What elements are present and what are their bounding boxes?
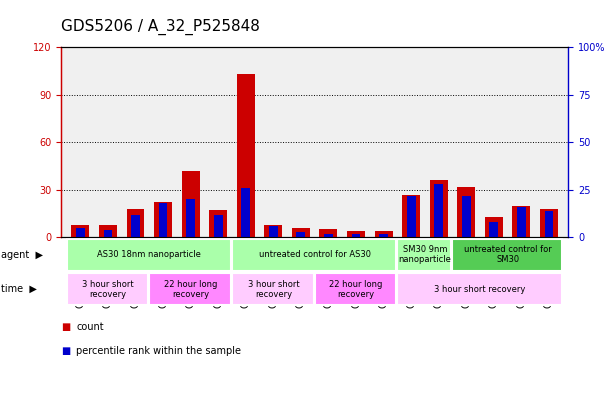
Bar: [485, 217, 503, 237]
Bar: [71, 225, 89, 237]
Bar: [544, 211, 554, 237]
Bar: [67, 239, 231, 270]
Text: ■: ■: [61, 346, 70, 356]
Bar: [407, 196, 415, 237]
Bar: [131, 215, 140, 237]
Bar: [540, 209, 558, 237]
Bar: [375, 231, 392, 237]
Bar: [214, 215, 222, 237]
Text: SM30 9nm
nanoparticle: SM30 9nm nanoparticle: [398, 245, 452, 264]
Text: 22 hour long
recovery: 22 hour long recovery: [164, 279, 218, 299]
Bar: [209, 210, 227, 237]
Text: percentile rank within the sample: percentile rank within the sample: [76, 346, 241, 356]
Text: GDS5206 / A_32_P525848: GDS5206 / A_32_P525848: [61, 19, 260, 35]
Text: AS30 18nm nanoparticle: AS30 18nm nanoparticle: [97, 250, 201, 259]
Bar: [99, 225, 117, 237]
Text: untreated control for
SM30: untreated control for SM30: [464, 245, 552, 264]
Bar: [76, 228, 85, 237]
Bar: [237, 74, 255, 237]
Bar: [402, 195, 420, 237]
Text: time  ▶: time ▶: [1, 284, 37, 294]
Bar: [397, 239, 452, 270]
Bar: [324, 233, 333, 237]
Text: 3 hour short
recovery: 3 hour short recovery: [247, 279, 299, 299]
Bar: [462, 196, 470, 237]
Text: ■: ■: [61, 322, 70, 332]
Bar: [513, 206, 530, 237]
Bar: [186, 199, 195, 237]
Bar: [149, 274, 231, 305]
Bar: [347, 231, 365, 237]
Bar: [241, 188, 250, 237]
Bar: [296, 231, 306, 237]
Bar: [320, 230, 337, 237]
Bar: [430, 180, 448, 237]
Bar: [351, 233, 360, 237]
Text: count: count: [76, 322, 104, 332]
Bar: [397, 274, 562, 305]
Bar: [103, 230, 112, 237]
Bar: [269, 226, 278, 237]
Bar: [453, 239, 562, 270]
Bar: [315, 274, 397, 305]
Text: agent  ▶: agent ▶: [1, 250, 43, 260]
Bar: [517, 207, 526, 237]
Bar: [232, 274, 313, 305]
Bar: [154, 202, 172, 237]
Bar: [457, 187, 475, 237]
Bar: [159, 203, 167, 237]
Text: 3 hour short recovery: 3 hour short recovery: [434, 285, 525, 294]
Bar: [434, 184, 443, 237]
Bar: [379, 233, 388, 237]
Text: 3 hour short
recovery: 3 hour short recovery: [82, 279, 134, 299]
Bar: [489, 222, 498, 237]
Bar: [292, 228, 310, 237]
Text: untreated control for AS30: untreated control for AS30: [258, 250, 371, 259]
Bar: [232, 239, 397, 270]
Bar: [181, 171, 200, 237]
Bar: [67, 274, 148, 305]
Bar: [126, 209, 144, 237]
Bar: [265, 225, 282, 237]
Text: 22 hour long
recovery: 22 hour long recovery: [329, 279, 382, 299]
